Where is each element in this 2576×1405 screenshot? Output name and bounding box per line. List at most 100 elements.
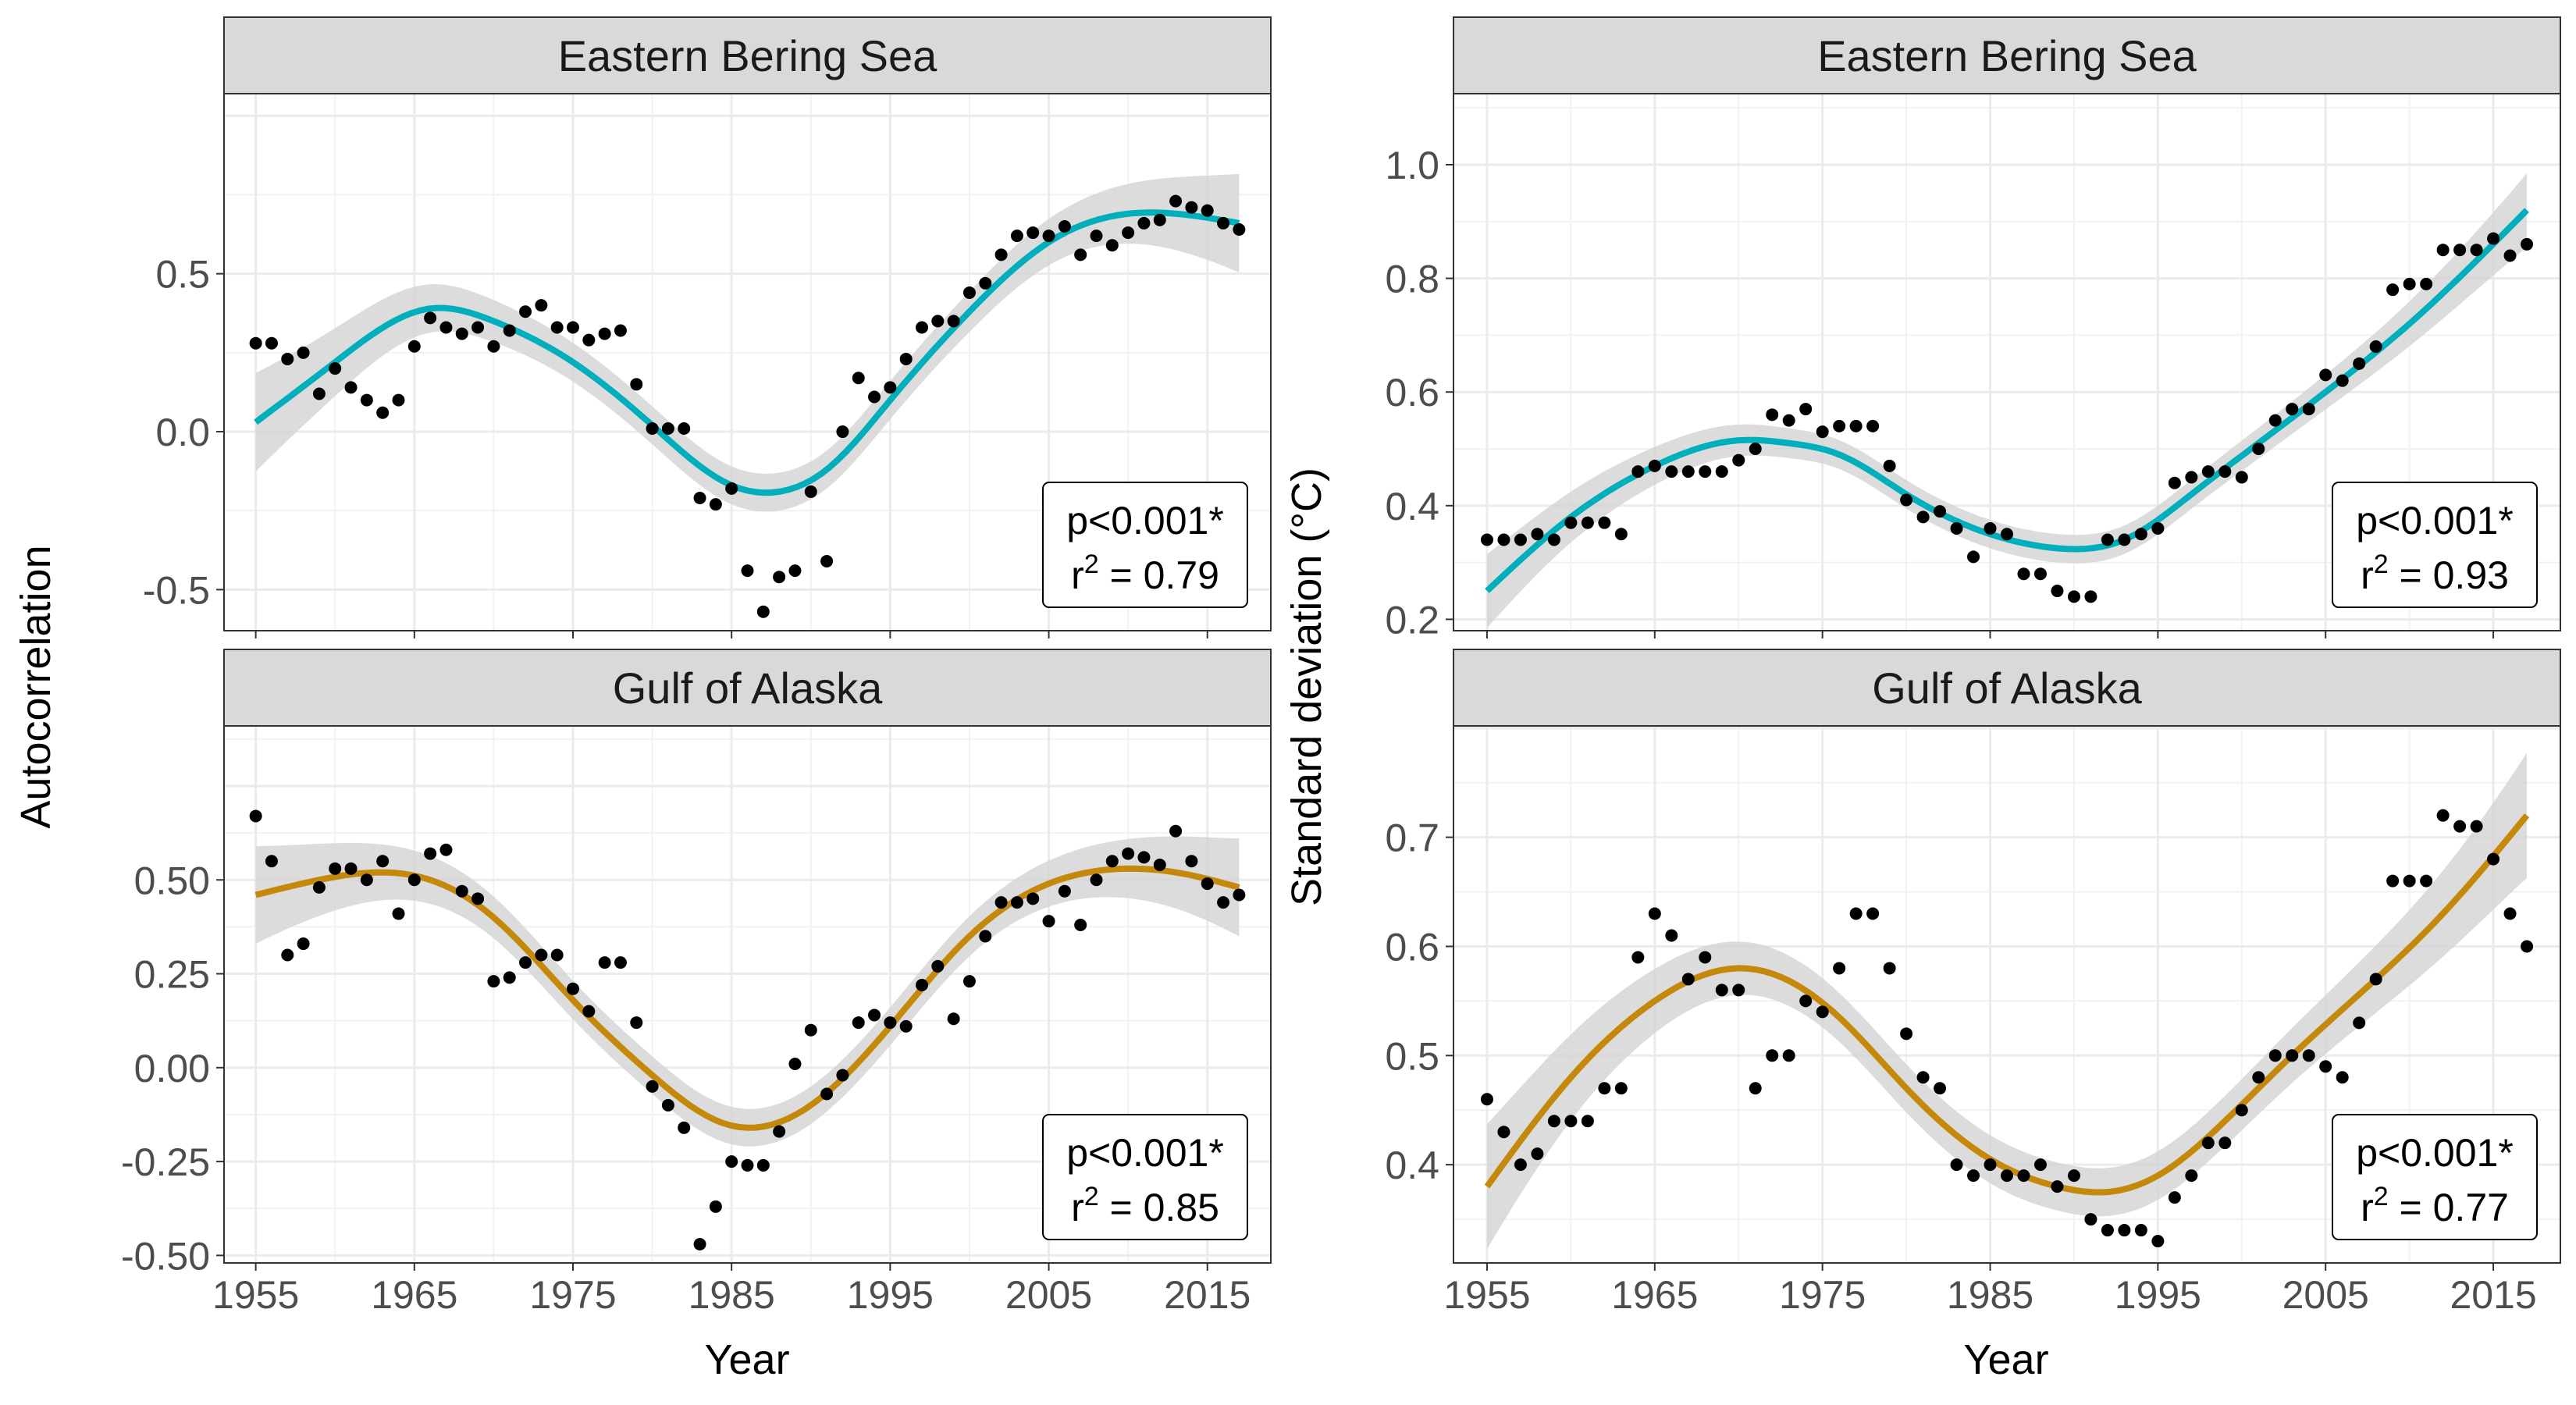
data-point: [1026, 892, 1040, 905]
data-point: [1531, 528, 1544, 541]
y-tick-label: 0.6: [1385, 371, 1439, 414]
stats-annotation-box: [1042, 1114, 1248, 1240]
data-point: [471, 321, 485, 334]
data-point: [2487, 232, 2500, 245]
data-point: [1547, 533, 1560, 546]
data-point: [1564, 1115, 1578, 1128]
data-point: [2151, 521, 2165, 535]
data-point: [439, 321, 453, 334]
y-tick-label: 0.25: [134, 953, 210, 997]
panel-border: [223, 93, 1272, 631]
data-point: [1090, 873, 1103, 887]
data-point: [312, 387, 326, 400]
data-point: [1042, 915, 1055, 928]
data-point: [1233, 223, 1246, 237]
data-point: [1665, 465, 1678, 478]
data-point: [884, 381, 897, 394]
data-point: [2302, 403, 2315, 416]
data-point: [2503, 249, 2517, 262]
data-point: [2017, 1169, 2030, 1183]
data-point: [2118, 533, 2131, 546]
data-point: [2521, 237, 2534, 251]
y-tick-label: 1.0: [1385, 144, 1439, 187]
data-point: [265, 855, 278, 868]
data-point: [344, 381, 358, 394]
data-point: [1042, 229, 1055, 243]
data-point: [2319, 368, 2332, 382]
data-point: [1883, 962, 1896, 975]
y-axis-label-left: Autocorrelation: [12, 545, 59, 828]
data-point: [1153, 859, 1166, 872]
data-point: [344, 862, 358, 875]
data-point: [756, 1158, 770, 1172]
data-point: [1581, 1115, 1594, 1128]
panel-border: [223, 725, 1272, 1264]
data-point: [2453, 820, 2467, 833]
data-point: [1074, 248, 1087, 261]
data-point: [2353, 1016, 2366, 1030]
data-point: [249, 336, 262, 350]
p-value-label: p<0.001*: [2356, 1131, 2514, 1175]
data-point: [2001, 528, 2013, 541]
p-value-label: p<0.001*: [1066, 1131, 1224, 1175]
data-point: [1631, 951, 1645, 964]
data-point: [931, 315, 945, 328]
data-point: [2503, 907, 2517, 920]
data-point: [392, 907, 405, 920]
data-point: [1866, 907, 1880, 920]
data-point: [661, 1098, 674, 1112]
data-point: [2353, 357, 2366, 370]
data-point: [1598, 1082, 1611, 1095]
data-point: [1665, 929, 1678, 942]
data-point: [884, 1016, 897, 1030]
data-point: [455, 327, 468, 340]
y-axis-label-right: Standard deviation (°C): [1283, 468, 1330, 906]
data-point: [2369, 340, 2382, 353]
data-point: [1900, 1027, 1913, 1040]
data-point: [1715, 465, 1728, 478]
y-tick-label: 0.00: [134, 1047, 210, 1090]
data-point: [582, 333, 596, 347]
data-point: [1122, 226, 1135, 240]
data-point: [329, 362, 342, 375]
data-point: [852, 372, 865, 385]
stats-annotation-box: [2332, 482, 2538, 608]
y-tick-label: 0.6: [1385, 925, 1439, 969]
data-point: [741, 564, 754, 578]
data-point: [614, 956, 627, 969]
data-point: [962, 286, 976, 299]
data-point: [773, 1125, 786, 1138]
data-point: [471, 892, 485, 905]
data-point: [1137, 851, 1151, 864]
data-point: [820, 554, 834, 567]
data-point: [2403, 874, 2416, 887]
data-point: [1480, 1093, 1493, 1106]
data-point: [899, 1019, 913, 1033]
data-point: [2134, 1224, 2147, 1237]
data-point: [979, 276, 992, 290]
data-point: [1074, 918, 1087, 931]
panel-border: [1453, 93, 2561, 631]
data-point: [2168, 476, 2181, 489]
data-point: [1934, 1082, 1947, 1095]
data-point: [804, 1023, 817, 1037]
data-point: [1833, 419, 1846, 432]
data-point: [1799, 403, 1813, 416]
r-squared-label: r2 = 0.77: [2361, 1182, 2509, 1229]
p-value-label: p<0.001*: [1066, 499, 1224, 542]
data-point: [899, 352, 913, 365]
data-point: [1816, 425, 1829, 439]
y-tick-label: 0.8: [1385, 258, 1439, 301]
data-point: [2436, 809, 2450, 822]
x-tick-label: 1975: [1779, 1273, 1866, 1317]
data-point: [1849, 419, 1863, 432]
data-point: [756, 605, 770, 618]
data-point: [1598, 516, 1611, 529]
x-axis-label-left: Year: [704, 1336, 789, 1383]
x-tick-label: 1985: [1947, 1273, 2033, 1317]
data-point: [1122, 847, 1135, 860]
data-point: [2302, 1049, 2315, 1062]
data-point: [2033, 567, 2047, 581]
data-point: [2168, 1191, 2181, 1204]
